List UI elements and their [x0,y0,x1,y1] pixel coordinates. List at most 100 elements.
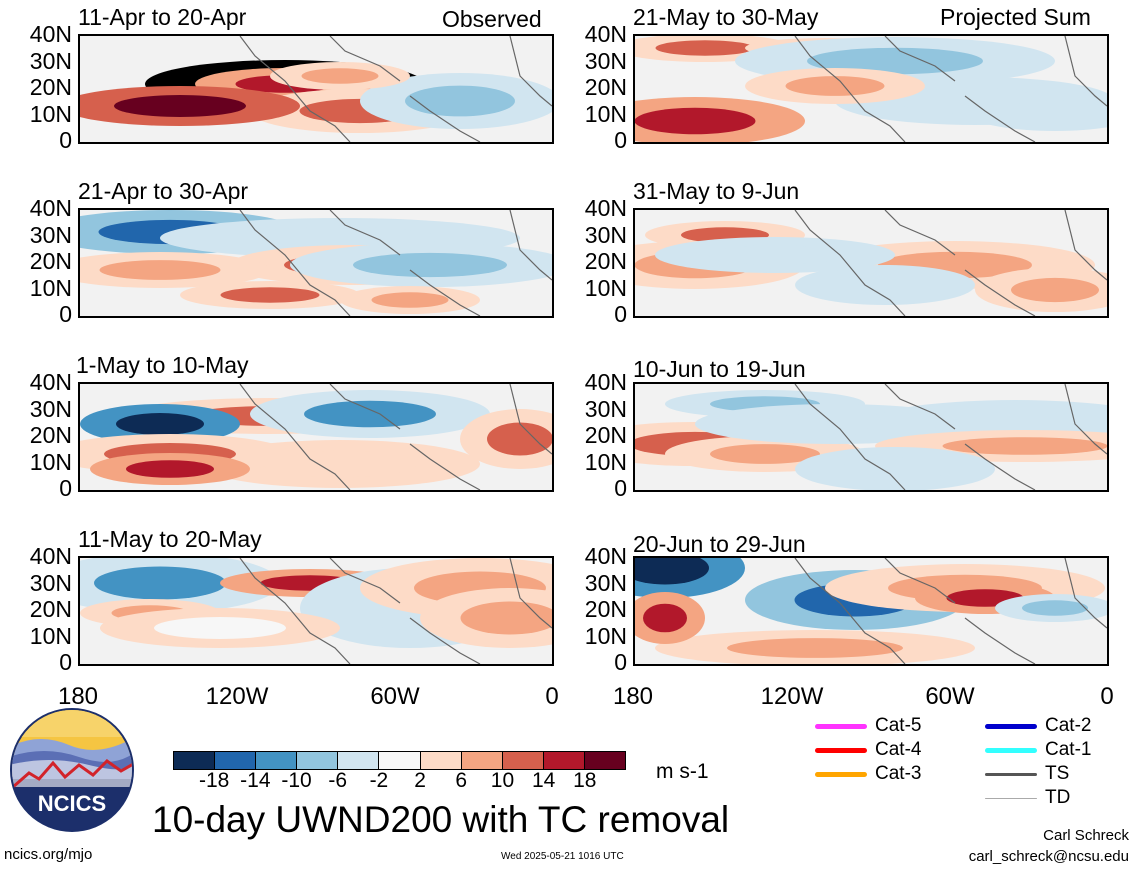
logo-text: NCICS [38,791,106,816]
map-panel-right-1 [633,34,1109,144]
legend-label: Cat-3 [875,763,922,784]
lon-tick-label: 120W [205,683,269,710]
colorbar-tick-label: -18 [198,769,230,792]
coastline [239,558,552,664]
lat-tick-label: 0 [59,301,72,327]
panel-title-right-1: 21-May to 30-May [633,4,819,30]
lat-tick-label: 30N [584,221,627,248]
lat-tick-label: 20N [29,422,72,448]
units-label: m s-1 [656,760,709,783]
legend-entry: TS [985,763,1069,785]
legend-label: Cat-2 [1045,715,1092,736]
legend-line [815,771,867,777]
colorbar-tick-label: 14 [531,769,556,792]
lat-tick-label: 10N [584,100,627,127]
anomaly-field [635,36,1107,142]
lat-tick-label: 30N [29,395,72,422]
panel-title-right-3: 10-Jun to 19-Jun [633,356,806,382]
coastline [794,558,1107,664]
anomaly-core [835,274,935,296]
anomaly-core [635,107,756,135]
lat-tick-label: 0 [59,127,72,153]
projected-label: Projected Sum [940,4,1091,30]
footer-email: carl_schreck@ncsu.edu [968,848,1129,865]
panel-title-left-2: 21-Apr to 30-Apr [78,178,249,204]
lat-tick-label: 0 [614,127,627,153]
anomaly-core [405,85,515,117]
lat-tick-label: 40N [584,21,627,47]
coastline [239,210,552,316]
panel-title-left-4: 11-May to 20-May [78,526,262,552]
panel-title-left-3: 1-May to 10-May [76,352,249,378]
lat-tick-label: 30N [584,47,627,74]
anomaly-core [99,260,221,280]
map-panel-left-4 [78,556,554,666]
lon-tick-label: 180 [57,683,99,710]
colorbar-tick-label: -2 [369,769,389,792]
lat-tick-label: 0 [614,301,627,327]
anomaly-core [263,450,417,478]
colorbar-swatch [420,752,462,769]
anomaly-field [80,210,552,316]
panel-title-right-4: 20-Jun to 29-Jun [633,531,806,557]
anomaly-core [116,413,204,435]
map-panel-right-3 [633,382,1109,492]
legend-label: TD [1045,787,1071,808]
coastline [239,36,552,142]
lon-tick-label: 60W [370,683,420,710]
footer-url: ncics.org/mjo [4,846,93,863]
colorbar-swatch [379,752,421,769]
lat-tick-label: 0 [59,475,72,501]
lat-tick-label: 20N [584,74,627,100]
anomaly-core [840,456,950,482]
anomaly-core [635,558,709,585]
lat-tick-label: 40N [29,195,72,221]
anomaly-core [487,422,552,456]
colorbar-tick-label: -14 [240,769,271,792]
lat-tick-label: 40N [29,21,72,47]
lat-tick-label: 20N [29,74,72,100]
anomaly-core [710,444,820,464]
lat-tick-label: 10N [584,274,627,301]
lat-tick-label: 40N [584,195,627,221]
coastline [794,210,1107,316]
legend-line [985,723,1037,729]
legend-entry: Cat-5 [815,715,921,737]
lat-tick-label: 20N [29,248,72,274]
panel-title-left-1: 11-Apr to 20-Apr [78,4,247,30]
lat-tick-label: 20N [584,422,627,448]
lon-tick-label: 60W [925,683,975,710]
footer-author: Carl Schreck [1043,827,1129,844]
observed-label: Observed [442,6,542,32]
lat-tick-label: 40N [29,369,72,395]
anomaly-field [635,384,1107,490]
lon-tick-label: 120W [760,683,824,710]
legend-label: Cat-5 [875,715,922,736]
anomaly-field [635,558,1107,664]
map-panel-right-4 [633,556,1109,666]
anomaly-field [80,36,552,142]
colorbar-swatch [543,752,585,769]
colorbar-swatch [338,752,380,769]
lon-tick-label: 0 [1100,683,1114,710]
panel-title-right-2: 31-May to 9-Jun [633,178,800,204]
ncics-logo: NCICS [10,708,134,832]
anomaly-core [942,437,1107,455]
anomaly-core [114,95,246,117]
lon-tick-label: 0 [545,683,559,710]
lat-tick-label: 20N [29,596,72,622]
lat-tick-label: 10N [29,622,72,649]
legend-line [985,797,1037,799]
anomaly-core [241,227,439,249]
lat-tick-label: 10N [29,448,72,475]
anomaly-core [709,245,841,265]
anomaly-core [1005,100,1105,122]
figure-title: 10-day UWND200 with TC removal [152,799,730,840]
legend-label: Cat-4 [875,739,922,760]
lat-tick-label: 0 [614,649,627,675]
anomaly-core [304,400,436,428]
footer-timestamp: Wed 2025-05-21 1016 UTC [501,851,624,862]
anomaly-core [353,252,507,278]
anomaly-core [807,47,983,75]
anomaly-core [643,603,687,633]
